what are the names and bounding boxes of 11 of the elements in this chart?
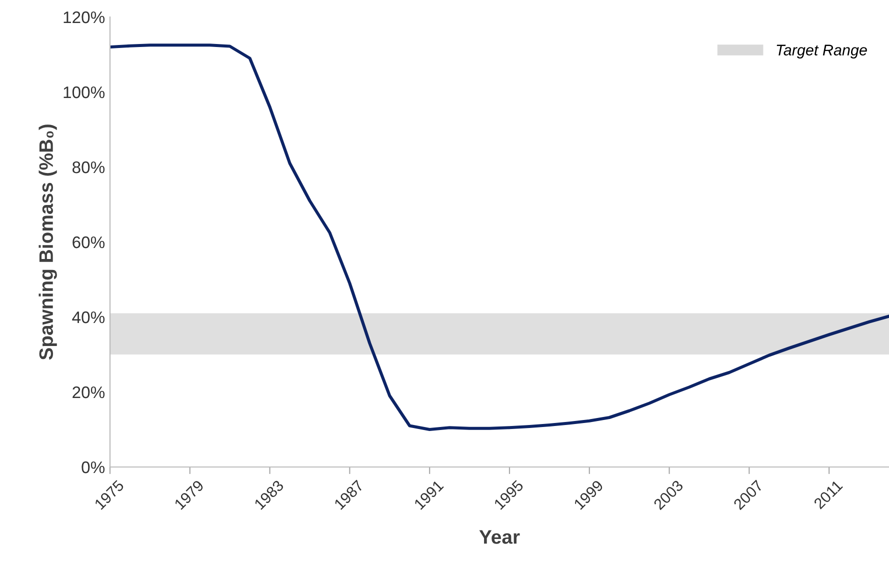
- x-axis-title: Year: [479, 530, 520, 544]
- line-series: [110, 44, 889, 432]
- y-tick-label: 40%: [72, 311, 105, 324]
- y-tick-label: 60%: [72, 236, 105, 248]
- y-tick-label: 80%: [72, 161, 105, 174]
- legend-label: Target Range: [776, 44, 867, 58]
- y-tick-label: 0%: [82, 461, 105, 474]
- y-tick-label: 20%: [72, 386, 105, 398]
- y-tick-label: 100%: [64, 86, 105, 98]
- y-tick-label: 120%: [64, 11, 105, 24]
- y-axis-title: Spawning Biomass (%B₀): [38, 124, 57, 360]
